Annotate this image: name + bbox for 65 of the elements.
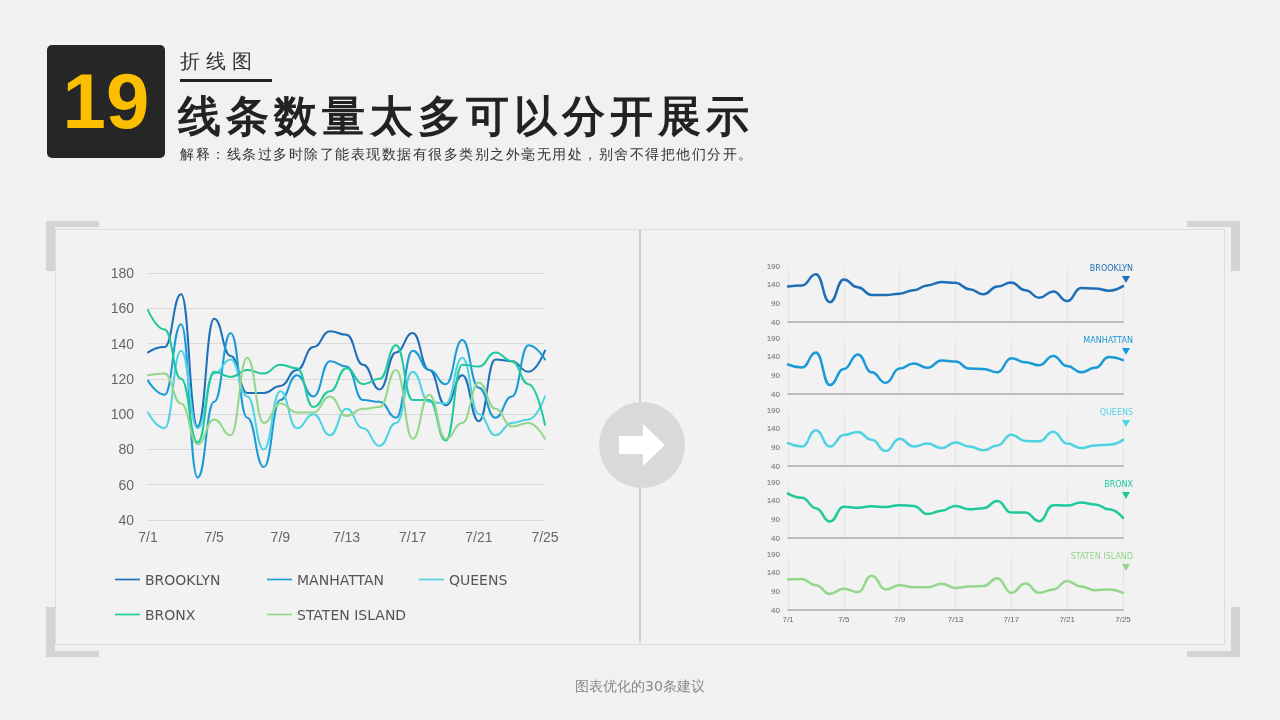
y-tick-label: 40 (771, 317, 781, 327)
x-tick-label: 7/9 (894, 614, 906, 624)
text: BRONX (1104, 480, 1133, 489)
y-tick-label: 60 (118, 476, 135, 493)
y-tick-label: 90 (771, 370, 781, 380)
x-tick-label: 7/25 (531, 529, 559, 545)
y-tick-label: 100 (110, 406, 135, 423)
line-series (786, 428, 1125, 453)
line-series (147, 293, 546, 428)
chart-title: 线条数量太多可以分开展示 (178, 90, 754, 143)
y-tick-label: 140 (766, 568, 781, 578)
y-tick-label: 190 (766, 477, 781, 487)
y-tick-label: 140 (766, 496, 781, 506)
line-series (147, 309, 546, 444)
y-tick-label: 80 (118, 441, 135, 458)
y-tick-label: 190 (766, 405, 781, 415)
y-tick-label: 190 (766, 333, 781, 343)
line-series (786, 351, 1125, 387)
x-tick-label: 7/17 (399, 529, 427, 545)
y-tick-label: 40 (118, 512, 135, 528)
x-tick-label: 7/21 (465, 529, 493, 545)
text: 图表优化的30条建议 (574, 678, 706, 696)
y-tick-label: 160 (110, 300, 135, 317)
legend-label: MANHATTAN (297, 571, 384, 588)
text: QUEENS (1099, 408, 1133, 417)
x-tick-label: 7/9 (270, 529, 291, 545)
legend-label: STATEN ISLAND (297, 606, 407, 623)
text: 19 (47, 45, 165, 158)
y-tick-label: 90 (771, 442, 781, 452)
y-tick-label: 140 (766, 280, 781, 290)
y-tick-label: 140 (766, 424, 781, 434)
y-tick-label: 90 (771, 514, 781, 524)
x-tick-label: 7/5 (838, 614, 850, 624)
x-tick-label: 7/1 (138, 529, 158, 545)
x-tick-label: 7/13 (947, 614, 964, 624)
y-tick-label: 90 (771, 586, 781, 596)
y-tick-label: 40 (771, 533, 781, 543)
y-tick-label: 140 (110, 335, 135, 352)
line-series (786, 492, 1125, 523)
text: 折线图 (180, 48, 258, 75)
text: STATEN ISLAND (1070, 552, 1133, 561)
x-tick-label: 7/21 (1059, 614, 1076, 624)
y-tick-label: 40 (771, 605, 781, 615)
legend-label: QUEENS (449, 571, 508, 588)
x-tick-label: 7/25 (1115, 614, 1132, 624)
y-tick-label: 40 (771, 461, 781, 471)
y-tick-label: 190 (766, 261, 781, 271)
y-tick-label: 190 (766, 549, 781, 559)
x-tick-label: 7/5 (204, 529, 225, 545)
y-tick-label: 140 (766, 352, 781, 362)
y-tick-label: 90 (771, 298, 781, 308)
y-tick-label: 180 (110, 265, 135, 281)
legend-label: BROOKLYN (145, 571, 221, 588)
y-tick-label: 40 (771, 389, 781, 399)
y-tick-label: 120 (110, 370, 135, 387)
line-series (786, 574, 1125, 596)
line-series (147, 323, 546, 479)
line-series (786, 272, 1125, 304)
series-label: BROOKLYN (1089, 264, 1133, 273)
x-tick-label: 7/17 (1003, 614, 1020, 624)
x-tick-label: 7/13 (332, 529, 361, 545)
text: MANHATTAN (1083, 336, 1133, 345)
chart-subtitle: 解释：线条过多时除了能表现数据有很多类别之外毫无用处，别舍不得把他们分开。 (180, 146, 754, 164)
x-tick-label: 7/1 (782, 614, 795, 624)
legend-label: BRONX (145, 606, 196, 623)
